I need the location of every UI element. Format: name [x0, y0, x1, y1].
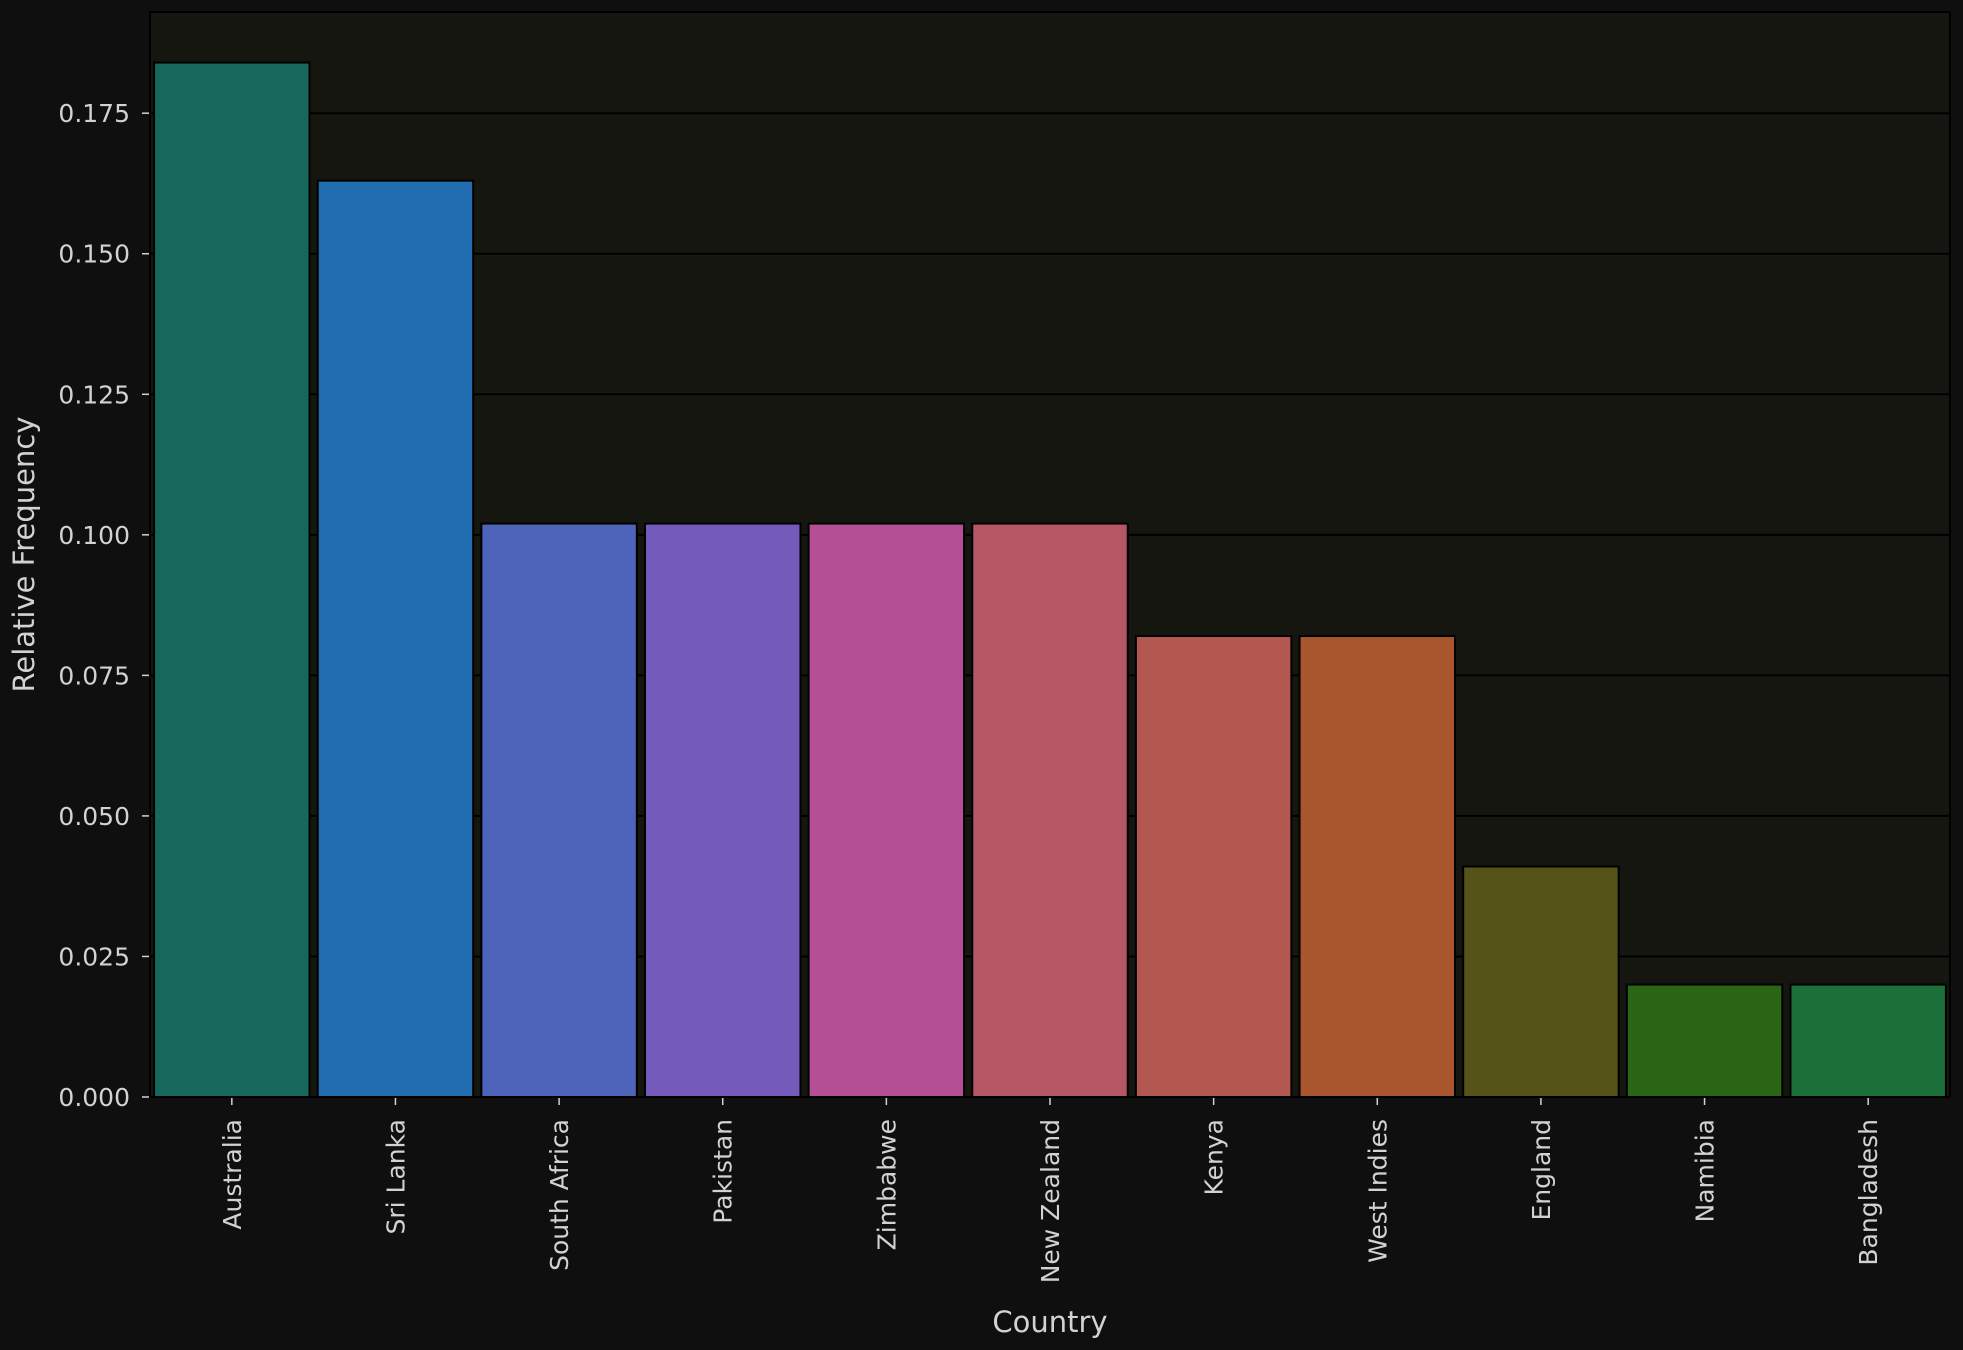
- x-tick-label: Sri Lanka: [381, 1119, 410, 1235]
- x-tick-label: Namibia: [1691, 1119, 1720, 1222]
- y-axis-label: Relative Frequency: [7, 417, 41, 693]
- y-tick-label: 0.100: [58, 521, 130, 550]
- bar-namibia: [1625, 983, 1784, 1098]
- y-axis-ticks: 0.000 0.025 0.050 0.075 0.100 0.125 0.150 0.175: [58, 99, 150, 1112]
- x-tick-label: Australia: [218, 1119, 247, 1230]
- y-tick-label: 0.000: [58, 1083, 130, 1112]
- y-tick-label: 0.175: [58, 99, 130, 128]
- x-axis-label: Country: [992, 1305, 1107, 1339]
- bar-sri-lanka: [316, 179, 475, 1099]
- bar-zimbabwe: [807, 522, 966, 1098]
- x-tick-label: South Africa: [545, 1119, 574, 1271]
- x-tick-label: Pakistan: [709, 1119, 738, 1224]
- y-tick-label: 0.050: [58, 802, 130, 831]
- bar-new-zealand: [971, 522, 1129, 1098]
- y-tick-label: 0.075: [58, 661, 130, 690]
- x-tick-label: Kenya: [1200, 1119, 1229, 1196]
- bar-england: [1462, 865, 1620, 1098]
- bars: [153, 61, 1947, 1099]
- bar-pakistan: [644, 522, 802, 1098]
- bar-west-indies: [1298, 635, 1456, 1099]
- x-axis-ticks: Australia Sri Lanka South Africa Pakistan Zi…: [218, 1097, 1883, 1283]
- y-tick-label: 0.025: [58, 942, 130, 971]
- y-tick-label: 0.125: [58, 380, 130, 409]
- bar-bangladesh: [1789, 983, 1947, 1098]
- y-tick-label: 0.150: [58, 240, 130, 269]
- x-tick-label: Bangladesh: [1854, 1119, 1883, 1266]
- x-tick-label: New Zealand: [1036, 1119, 1065, 1283]
- bar-south-africa: [480, 522, 638, 1098]
- x-tick-label: Zimbabwe: [872, 1119, 901, 1250]
- x-tick-label: West Indies: [1363, 1119, 1392, 1263]
- x-tick-label: England: [1527, 1119, 1556, 1221]
- bar-kenya: [1134, 635, 1293, 1099]
- plot-frame: [149, 11, 1951, 1098]
- bar-australia: [153, 61, 311, 1099]
